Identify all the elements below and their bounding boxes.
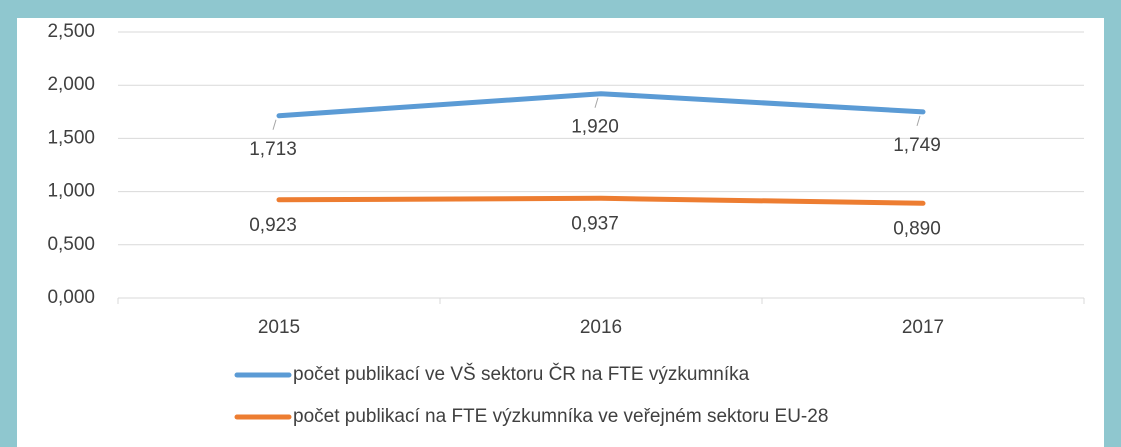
x-tick-label: 2017 bbox=[902, 317, 944, 338]
data-label: 1,713 bbox=[249, 139, 297, 160]
legend-label: počet publikací na FTE výzkumníka ve veř… bbox=[293, 406, 828, 427]
leader-line bbox=[916, 115, 921, 127]
series-line bbox=[276, 195, 926, 206]
x-tick-label: 2015 bbox=[258, 317, 300, 338]
series-line bbox=[276, 91, 926, 119]
legend-label: počet publikací ve VŠ sektoru ČR na FTE … bbox=[293, 363, 750, 385]
data-label: 1,920 bbox=[571, 117, 619, 138]
data-label: 0,890 bbox=[893, 218, 941, 239]
chart-frame bbox=[17, 18, 1104, 447]
y-tick-label: 1,500 bbox=[47, 127, 95, 148]
y-tick-label: 0,000 bbox=[47, 287, 95, 308]
leader-line bbox=[594, 97, 599, 108]
leader-line bbox=[272, 119, 277, 130]
data-label: 0,937 bbox=[571, 213, 619, 234]
data-label: 1,749 bbox=[893, 135, 941, 156]
y-tick-label: 2,000 bbox=[47, 74, 95, 95]
data-label: 0,923 bbox=[249, 215, 297, 236]
y-tick-label: 1,000 bbox=[47, 181, 95, 202]
x-tick-label: 2016 bbox=[580, 317, 622, 338]
y-tick-label: 0,500 bbox=[47, 234, 95, 255]
y-tick-label: 2,500 bbox=[47, 21, 95, 42]
